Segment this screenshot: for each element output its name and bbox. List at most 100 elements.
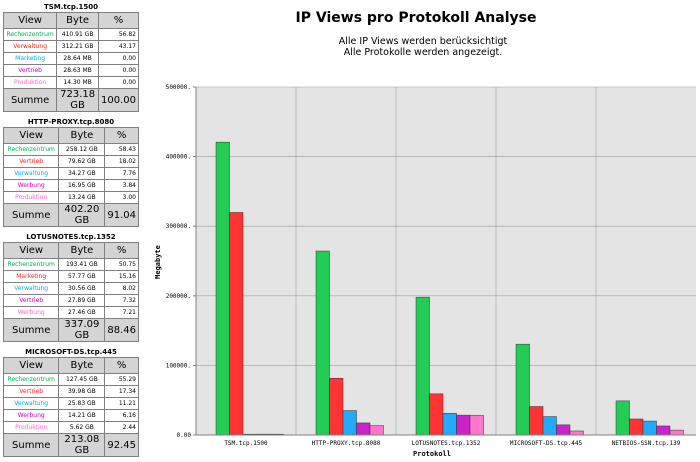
table-row: Vertrieb 27.89 GB 7.32 <box>2 294 139 307</box>
table-row: Rechenzentrum 258.12 GB 58.43 <box>2 143 139 156</box>
y-tick-label: 400000. <box>166 154 191 161</box>
percent-cell: 7.32 <box>104 294 139 307</box>
view-table-title: HTTP-PROXY.tcp.8080 <box>27 118 115 126</box>
bar <box>515 343 530 436</box>
view-name-cell: Verwaltung <box>2 167 60 180</box>
percent-cell: 17.34 <box>104 385 139 398</box>
byte-cell: 79.62 GB <box>58 155 106 168</box>
view-name-cell: Produktion <box>2 421 60 434</box>
view-table-title: LOTUSNOTES.tcp.1352 <box>26 233 116 241</box>
bar <box>429 393 444 436</box>
column-header: Byte <box>56 12 99 29</box>
bar <box>615 400 630 436</box>
column-header: View <box>2 357 60 374</box>
percent-cell: 18.02 <box>104 155 139 168</box>
y-tick-label: 200000. <box>166 293 191 300</box>
column-header: % <box>104 357 139 374</box>
chart-subtitle-line-1: Alle IP Views werden berücksichtigt <box>339 36 508 47</box>
view-table-title: MICROSOFT-DS.tcp.445 <box>25 348 117 356</box>
table-row: Werbung 14.21 GB 6.16 <box>2 409 139 422</box>
view-name-cell: Rechenzentrum <box>2 373 60 386</box>
sum-percent-cell: 92.45 <box>104 433 139 457</box>
byte-cell: 28.64 MB <box>56 52 99 65</box>
byte-cell: 16.95 GB <box>58 179 106 192</box>
bar <box>629 418 644 436</box>
view-name-cell: Vertrieb <box>2 294 60 307</box>
table-row: Werbung 27.46 GB 7.21 <box>2 306 139 319</box>
percent-cell: 0.00 <box>98 64 139 77</box>
table-row: Marketing 28.64 MB 0.00 <box>2 52 139 65</box>
percent-cell: 11.21 <box>104 397 139 410</box>
sum-row: Summe 402.20 GB 91.04 <box>2 203 139 227</box>
byte-cell: 27.89 GB <box>58 294 106 307</box>
bar <box>442 412 457 436</box>
byte-cell: 13.24 GB <box>58 191 106 204</box>
x-axis: TSM.tcp.1500 HTTP-PROXY.tcp.8080 LOTUSNOTE… <box>224 440 680 447</box>
column-header: View <box>2 12 58 29</box>
bar <box>329 378 344 436</box>
view-name-cell: Verwaltung <box>2 397 60 410</box>
percent-cell: 15.16 <box>104 270 139 283</box>
byte-cell: 410.91 GB <box>56 28 99 41</box>
table-row: Verwaltung 30.56 GB 8.02 <box>2 282 139 295</box>
view-table-block: MICROSOFT-DS.tcp.445 View Byte% Rechenzentr… <box>2 347 139 457</box>
byte-cell: 28.63 MB <box>56 64 99 77</box>
bar <box>229 212 244 436</box>
table-row: Rechenzentrum 410.91 GB 56.82 <box>2 28 139 41</box>
table-header-row: View Byte% <box>2 127 139 144</box>
column-header: Byte <box>58 357 106 374</box>
table-row: Verwaltung 312.21 GB 43.17 <box>2 40 139 53</box>
percent-cell: 43.17 <box>98 40 139 53</box>
bar <box>642 420 657 436</box>
view-table-title: TSM.tcp.1500 <box>43 3 99 11</box>
grid-lines <box>196 86 696 435</box>
sum-byte-cell: 337.09 GB <box>58 318 106 342</box>
bar <box>656 425 671 436</box>
view-table-block: TSM.tcp.1500 View Byte% Rechenzentrum 410.91… <box>2 2 139 112</box>
x-tick-label: TSM.tcp.1500 <box>224 440 268 447</box>
column-header: View <box>2 127 60 144</box>
percent-cell: 2.44 <box>104 421 139 434</box>
byte-cell: 14.30 MB <box>56 76 99 89</box>
x-tick-label: MICROSOFT-DS.tcp.445 <box>510 440 583 447</box>
byte-cell: 312.21 GB <box>56 40 99 53</box>
chart-title: IP Views pro Protokoll Analyse <box>296 10 537 26</box>
view-name-cell: Marketing <box>2 52 58 65</box>
view-table: View Byte% Rechenzentrum 410.91 GB 56.82 Verw… <box>2 12 139 112</box>
sum-percent-cell: 88.46 <box>104 318 139 342</box>
bar <box>469 415 484 436</box>
sum-percent-cell: 91.04 <box>104 203 139 227</box>
column-header: Byte <box>58 242 106 259</box>
sum-percent-cell: 100.00 <box>98 88 139 112</box>
y-tick-label: 500000. <box>166 84 191 91</box>
bar <box>315 250 330 436</box>
percent-cell: 58.43 <box>104 143 139 156</box>
chart-subtitle-line-2: Alle Protokolle werden angezeigt. <box>344 47 503 58</box>
bar <box>215 141 230 436</box>
table-header-row: View Byte% <box>2 357 139 374</box>
column-header: % <box>104 242 139 259</box>
byte-cell: 30.56 GB <box>58 282 106 295</box>
sum-byte-cell: 402.20 GB <box>58 203 106 227</box>
y-axis-label: Megabyte <box>154 245 162 279</box>
byte-cell: 34.27 GB <box>58 167 106 180</box>
sum-row: Summe 213.08 GB 92.45 <box>2 433 139 457</box>
table-row: Vertrieb 39.98 GB 17.34 <box>2 385 139 398</box>
view-table-block: LOTUSNOTES.tcp.1352 View Byte% Rechenzentru… <box>2 232 139 342</box>
plot-area <box>196 87 696 435</box>
column-header: View <box>2 242 60 259</box>
byte-cell: 258.12 GB <box>58 143 106 156</box>
bar <box>342 410 357 436</box>
percent-cell: 3.84 <box>104 179 139 192</box>
sum-byte-cell: 723.18 GB <box>56 88 99 112</box>
bar <box>369 425 384 436</box>
x-tick-label: HTTP-PROXY.tcp.8080 <box>312 440 381 447</box>
percent-cell: 7.21 <box>104 306 139 319</box>
bar <box>456 414 471 436</box>
x-axis-label: Protokoll <box>413 450 451 458</box>
table-header-row: View Byte% <box>2 242 139 259</box>
percent-cell: 55.29 <box>104 373 139 386</box>
byte-cell: 127.45 GB <box>58 373 106 386</box>
y-axis: 0.00 100000. 200000. 300000. 400000. 500000. <box>166 84 196 439</box>
bar <box>415 296 430 436</box>
